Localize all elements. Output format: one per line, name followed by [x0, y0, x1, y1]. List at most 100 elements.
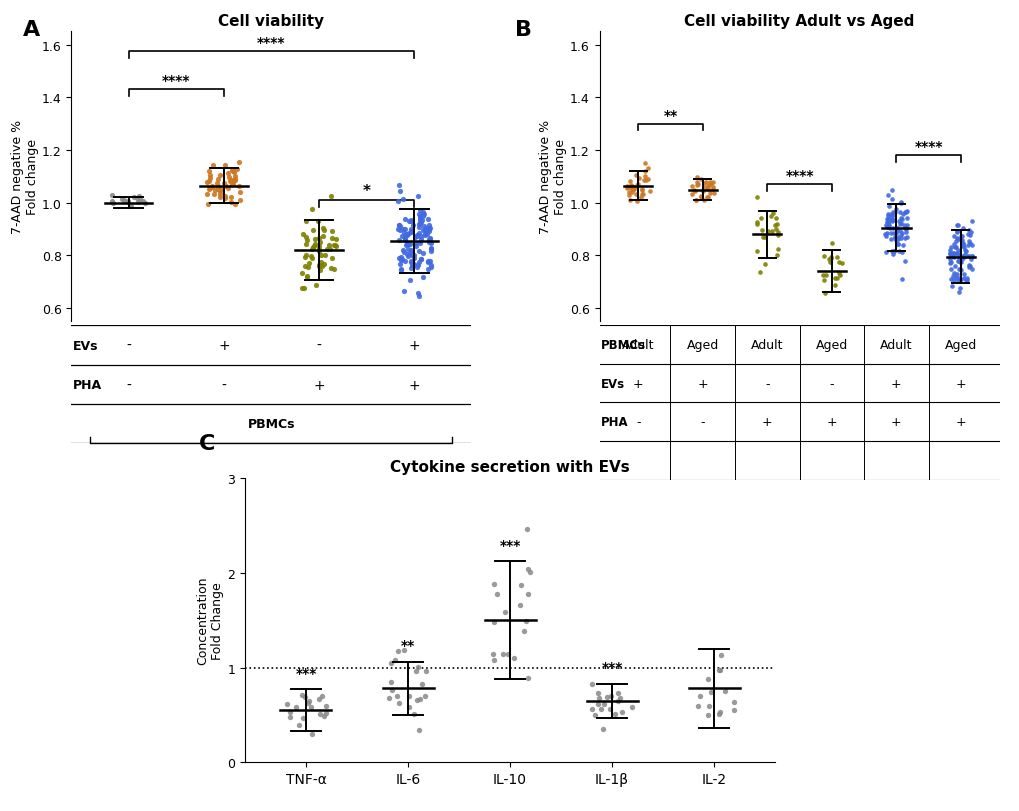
Point	[692, 174, 708, 187]
Point	[896, 222, 912, 235]
Point	[882, 227, 899, 240]
Point	[415, 271, 431, 284]
Point	[963, 250, 979, 263]
Point	[634, 188, 650, 201]
Point	[298, 215, 314, 228]
Point	[632, 191, 648, 204]
Point	[206, 188, 222, 201]
Point	[104, 189, 120, 202]
Point	[887, 206, 903, 219]
Point	[423, 245, 439, 258]
Point	[877, 219, 894, 232]
Point	[394, 223, 411, 236]
Point	[202, 182, 218, 195]
Point	[945, 230, 961, 243]
Point	[218, 181, 234, 194]
Point	[210, 174, 226, 187]
Point	[878, 210, 895, 223]
Point	[883, 248, 900, 261]
Point	[311, 241, 327, 254]
Point	[704, 183, 720, 196]
Point	[942, 264, 958, 277]
Point	[817, 269, 834, 282]
Point	[960, 224, 976, 237]
Point	[411, 218, 427, 231]
Point	[399, 251, 416, 264]
Point	[584, 677, 600, 690]
Text: -: -	[700, 416, 704, 429]
Text: **: **	[400, 638, 415, 653]
Point	[417, 665, 433, 678]
Point	[212, 185, 228, 198]
Point	[390, 697, 407, 710]
Point	[317, 706, 333, 719]
Point	[881, 214, 898, 227]
Point	[882, 208, 899, 221]
Point	[882, 193, 899, 206]
Point	[628, 179, 644, 192]
Point	[952, 230, 968, 242]
Point	[687, 194, 703, 207]
Point	[592, 702, 608, 715]
Point	[324, 225, 340, 238]
Point	[950, 286, 966, 299]
Point	[952, 272, 968, 285]
Text: B: B	[515, 20, 532, 41]
Point	[304, 243, 320, 256]
Point	[764, 207, 781, 220]
Point	[416, 208, 432, 221]
Point	[954, 240, 970, 253]
Point	[403, 223, 419, 236]
Point	[958, 274, 974, 287]
Point	[949, 219, 965, 232]
Point	[945, 247, 961, 260]
Text: ****: ****	[785, 169, 813, 183]
Point	[951, 263, 967, 276]
Point	[304, 252, 320, 265]
Point	[420, 255, 436, 268]
Point	[954, 250, 970, 263]
Point	[877, 213, 894, 226]
Point	[304, 224, 320, 237]
Point	[898, 219, 914, 232]
Point	[696, 182, 712, 195]
Point	[891, 215, 907, 228]
Point	[640, 174, 656, 187]
Point	[944, 281, 960, 294]
Point	[756, 231, 772, 244]
Point	[608, 686, 625, 699]
Point	[395, 227, 412, 240]
Point	[380, 692, 396, 705]
Point	[406, 708, 422, 721]
Point	[413, 677, 429, 690]
Point	[601, 703, 618, 716]
Text: Aged: Aged	[815, 339, 847, 352]
Point	[290, 719, 307, 732]
Point	[301, 257, 317, 270]
Point	[224, 178, 240, 191]
Point	[217, 159, 233, 172]
Text: +: +	[891, 416, 901, 429]
Point	[128, 192, 145, 205]
Point	[768, 219, 785, 232]
Point	[407, 231, 423, 244]
Point	[419, 213, 435, 226]
Point	[832, 269, 848, 282]
Point	[954, 223, 970, 236]
Point	[316, 710, 332, 723]
Point	[591, 692, 607, 705]
Point	[391, 258, 408, 271]
Point	[636, 170, 652, 183]
Text: +: +	[955, 377, 965, 390]
Point	[294, 229, 311, 242]
Point	[948, 226, 964, 239]
Point	[423, 243, 439, 256]
Point	[391, 224, 408, 237]
Point	[396, 234, 413, 247]
Point	[895, 220, 911, 233]
Text: -: -	[126, 378, 130, 393]
Point	[392, 264, 409, 277]
Point	[322, 263, 338, 276]
Point	[220, 182, 236, 195]
Point	[307, 233, 323, 246]
